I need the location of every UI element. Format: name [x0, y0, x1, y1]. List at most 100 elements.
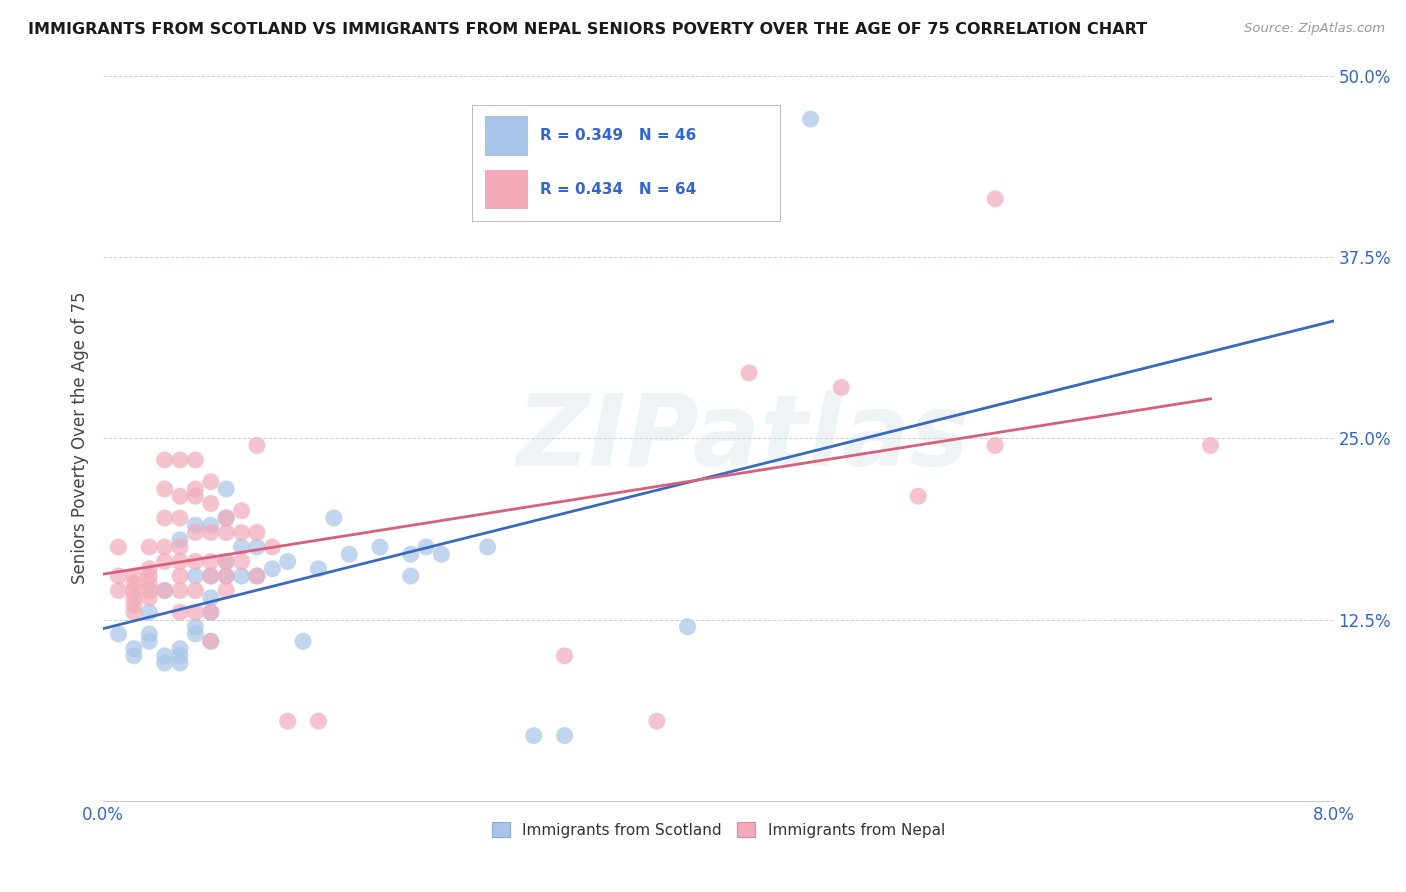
Point — [399, 547, 422, 561]
Point — [107, 569, 129, 583]
Point — [307, 714, 329, 728]
Point — [246, 569, 269, 583]
Point — [122, 605, 145, 619]
Point — [153, 583, 176, 598]
Point — [184, 518, 207, 533]
Point — [138, 627, 160, 641]
Point — [215, 511, 238, 525]
Point — [200, 634, 222, 648]
Point — [184, 482, 207, 496]
Point — [200, 605, 222, 619]
Point — [122, 569, 145, 583]
Point — [169, 453, 191, 467]
Point — [169, 554, 191, 568]
Point — [215, 511, 238, 525]
Point — [169, 511, 191, 525]
Point — [122, 576, 145, 591]
Point — [676, 620, 699, 634]
Point — [645, 714, 668, 728]
Point — [800, 112, 823, 126]
Point — [231, 504, 253, 518]
Point — [184, 489, 207, 503]
Text: ZIPatlas: ZIPatlas — [516, 390, 970, 487]
Point — [200, 591, 222, 605]
Point — [122, 648, 145, 663]
Point — [184, 554, 207, 568]
Point — [153, 540, 176, 554]
Point — [215, 583, 238, 598]
Point — [430, 547, 453, 561]
Point — [122, 583, 145, 598]
Point — [200, 634, 222, 648]
Point — [138, 605, 160, 619]
Point — [169, 648, 191, 663]
Point — [138, 634, 160, 648]
Point — [215, 554, 238, 568]
Point — [830, 380, 852, 394]
Point — [231, 540, 253, 554]
Point — [169, 533, 191, 547]
Point — [477, 540, 499, 554]
Y-axis label: Seniors Poverty Over the Age of 75: Seniors Poverty Over the Age of 75 — [72, 292, 89, 584]
Point — [107, 583, 129, 598]
Point — [153, 656, 176, 670]
Point — [415, 540, 437, 554]
Point — [215, 482, 238, 496]
Point — [200, 569, 222, 583]
Point — [277, 714, 299, 728]
Point — [277, 554, 299, 568]
Point — [523, 729, 546, 743]
Point — [153, 482, 176, 496]
Point — [246, 438, 269, 452]
Point — [184, 605, 207, 619]
Point — [231, 554, 253, 568]
Point — [215, 569, 238, 583]
Point — [138, 583, 160, 598]
Point — [246, 569, 269, 583]
Point — [122, 641, 145, 656]
Point — [738, 366, 761, 380]
Legend: Immigrants from Scotland, Immigrants from Nepal: Immigrants from Scotland, Immigrants fro… — [485, 816, 950, 844]
Point — [984, 438, 1007, 452]
Point — [122, 598, 145, 612]
Point — [231, 525, 253, 540]
Point — [169, 605, 191, 619]
Point — [169, 489, 191, 503]
Point — [307, 562, 329, 576]
Point — [138, 569, 160, 583]
Point — [322, 511, 344, 525]
Point — [215, 554, 238, 568]
Point — [153, 648, 176, 663]
Point — [246, 540, 269, 554]
Point — [153, 511, 176, 525]
Point — [122, 591, 145, 605]
Point — [107, 627, 129, 641]
Point — [169, 569, 191, 583]
Point — [184, 627, 207, 641]
Point — [262, 562, 284, 576]
Point — [200, 496, 222, 510]
Point — [200, 605, 222, 619]
Point — [215, 525, 238, 540]
Point — [200, 475, 222, 489]
Point — [184, 453, 207, 467]
Point — [184, 583, 207, 598]
Point — [138, 591, 160, 605]
Point — [184, 525, 207, 540]
Point — [153, 554, 176, 568]
Point — [262, 540, 284, 554]
Point — [138, 576, 160, 591]
Point — [200, 518, 222, 533]
Point — [231, 569, 253, 583]
Point — [1199, 438, 1222, 452]
Text: IMMIGRANTS FROM SCOTLAND VS IMMIGRANTS FROM NEPAL SENIORS POVERTY OVER THE AGE O: IMMIGRANTS FROM SCOTLAND VS IMMIGRANTS F… — [28, 22, 1147, 37]
Point — [907, 489, 929, 503]
Point — [200, 525, 222, 540]
Point — [153, 583, 176, 598]
Point — [984, 192, 1007, 206]
Point — [554, 729, 576, 743]
Point — [215, 569, 238, 583]
Point — [337, 547, 360, 561]
Point — [138, 562, 160, 576]
Point — [200, 554, 222, 568]
